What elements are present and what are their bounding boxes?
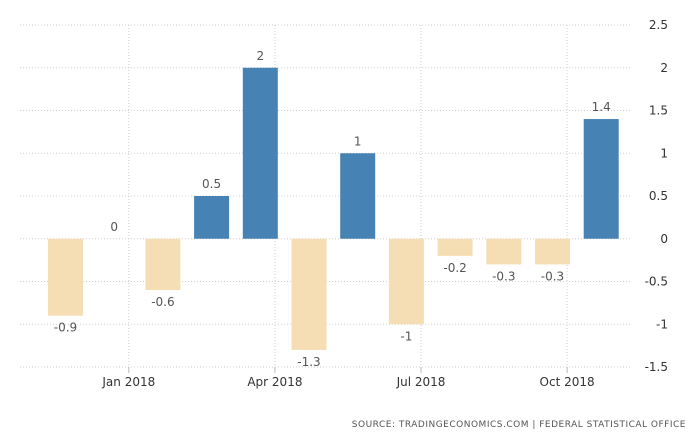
bar <box>194 196 230 239</box>
y-tick-label: 2 <box>660 61 668 75</box>
x-tick-label: Jul 2018 <box>396 375 446 389</box>
bar <box>48 238 83 316</box>
data-label: 2 <box>256 49 264 63</box>
y-tick-label: 1 <box>660 146 668 160</box>
bar <box>145 238 181 291</box>
data-label: -0.3 <box>541 269 564 283</box>
bar <box>437 238 473 256</box>
x-axis: Jan 2018 Apr 2018 Jul 2018 Oct 2018 <box>101 367 595 389</box>
data-label: 0.5 <box>202 177 221 191</box>
y-axis: 2.5 2 1.5 1 0.5 0 -0.5 -1 -1.5 <box>645 18 668 374</box>
bar <box>486 238 522 265</box>
data-label: 1.4 <box>592 100 611 114</box>
bars <box>48 67 619 350</box>
bar <box>388 238 424 325</box>
bar <box>535 238 570 265</box>
y-tick-label: 2.5 <box>649 18 668 32</box>
bar <box>291 238 327 350</box>
data-label: -0.3 <box>492 269 515 283</box>
x-tick-label: Oct 2018 <box>540 375 595 389</box>
data-label: -1 <box>400 329 412 343</box>
data-labels: -0.9 0 -0.6 0.5 2 -1.3 1 -1 -0.2 -0.3 -0.3 1.4 <box>54 49 611 369</box>
bar <box>340 153 376 239</box>
data-label: -1.3 <box>297 355 320 369</box>
data-label: 1 <box>354 134 362 148</box>
y-tick-label: -1.5 <box>645 360 668 374</box>
y-tick-label: -0.5 <box>645 275 668 289</box>
source-note: SOURCE: TRADINGECONOMICS.COM | FEDERAL S… <box>351 420 686 430</box>
data-label: -0.2 <box>443 261 466 275</box>
x-tick-label: Jan 2018 <box>101 375 155 389</box>
data-label: -0.9 <box>54 321 77 335</box>
y-tick-label: 0 <box>660 232 668 246</box>
y-tick-label: 1.5 <box>649 104 668 118</box>
bar <box>583 119 619 239</box>
y-tick-label: 0.5 <box>649 189 668 203</box>
x-tick-label: Apr 2018 <box>247 375 302 389</box>
data-label: 0 <box>110 220 118 234</box>
y-tick-label: -1 <box>656 317 668 331</box>
bar <box>242 67 278 239</box>
data-label: -0.6 <box>151 295 174 309</box>
